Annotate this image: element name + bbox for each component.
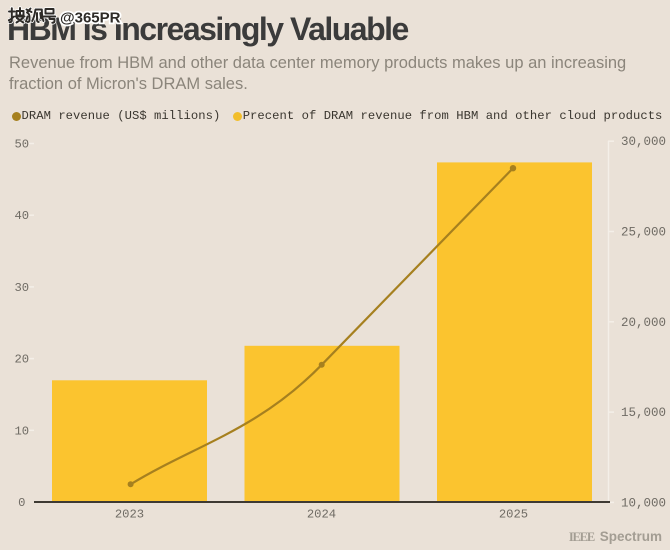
svg-text:@365PR: @365PR <box>60 10 121 27</box>
svg-text:10,000: 10,000 <box>621 496 666 510</box>
svg-text:25,000: 25,000 <box>621 226 666 240</box>
svg-text:2024: 2024 <box>307 508 336 522</box>
svg-text:50: 50 <box>14 138 29 152</box>
svg-text:40: 40 <box>14 209 29 223</box>
svg-text:10: 10 <box>14 424 29 438</box>
svg-text:30,000: 30,000 <box>621 135 666 149</box>
svg-text:0: 0 <box>18 496 25 510</box>
svg-text:2025: 2025 <box>499 508 528 522</box>
svg-text:15,000: 15,000 <box>621 406 666 420</box>
svg-text:30: 30 <box>14 281 29 295</box>
svg-text:20: 20 <box>14 353 29 367</box>
svg-text:20,000: 20,000 <box>621 316 666 330</box>
svg-text:@365PR: @365PR <box>60 10 121 27</box>
svg-text:2023: 2023 <box>115 508 144 522</box>
